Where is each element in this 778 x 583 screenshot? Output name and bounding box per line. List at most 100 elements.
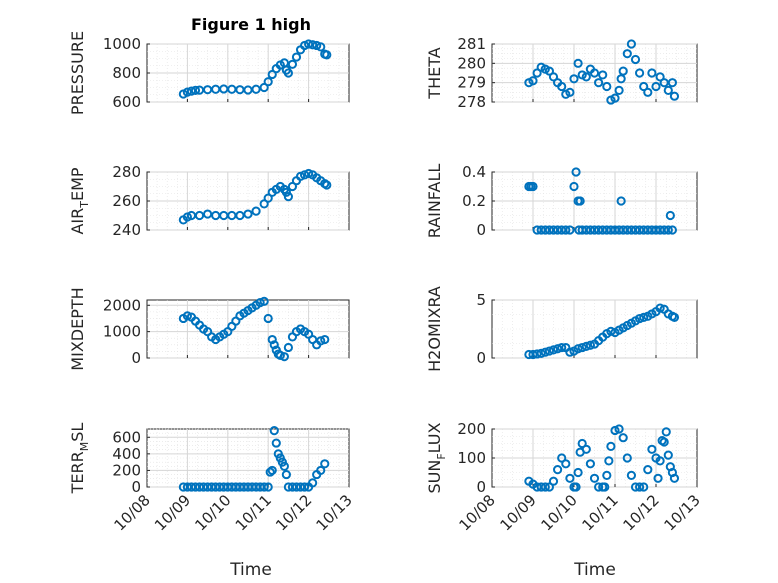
sun_flux-data-point [663, 450, 673, 460]
h2omixra-data-point [655, 303, 665, 313]
air_temp-data-point [263, 193, 273, 203]
theta-data-point [622, 49, 632, 59]
theta-data-point [635, 68, 645, 78]
theta-y-tick-label: 278 [457, 93, 486, 111]
x-axis-label-right: Time [573, 560, 616, 580]
h2omixra-y-axis-label: H2OMIXRA [425, 286, 444, 372]
theta-data-point [594, 78, 604, 88]
sun_flux-data-point [655, 456, 665, 466]
sun_flux-x-tick-label: 10/10 [538, 491, 581, 534]
rainfall-data-point [565, 225, 575, 235]
terr_msl-y-axis-label: TERRMSL [68, 423, 91, 495]
h2omixra-data-point [544, 346, 555, 356]
mixdepth-data-point [275, 350, 285, 360]
theta-data-point [565, 87, 575, 97]
sun_flux-y-tick-label: 100 [457, 449, 486, 467]
h2omixra-data-point [524, 349, 534, 360]
pressure-data-point [308, 40, 318, 50]
theta-data-point [557, 81, 567, 92]
h2omixra-data-point [581, 341, 591, 351]
mixdepth-y-tick-label: 0 [131, 349, 141, 367]
theta-data-point [581, 72, 591, 82]
sun_flux-y-axis-label: SUNFLUX [425, 422, 448, 493]
sun_flux-data-point [647, 444, 657, 454]
panel-mixdepth: 0 1000 2000 MIXDEPTH [68, 287, 350, 371]
mixdepth-data-point [255, 298, 265, 308]
mixdepth-data-point [269, 340, 279, 350]
terr_msl-x-tick-label: 10/12 [272, 491, 315, 534]
rainfall-data-point [667, 225, 678, 235]
sun_flux-data-point [653, 473, 663, 483]
sun_flux-data-point [565, 473, 575, 483]
sun_flux-data-point [581, 444, 591, 454]
rainfall-data-point [616, 196, 626, 206]
air_temp-data-point [287, 181, 298, 192]
theta-data-point [651, 81, 661, 92]
pressure-data-point [182, 87, 192, 97]
sun_flux-data-point [571, 482, 581, 492]
terr_msl-x-tick-label: 10/10 [191, 491, 234, 534]
sun_flux-x-tick-label: 10/08 [456, 491, 499, 534]
mixdepth-data-point [283, 342, 293, 353]
terr_msl-y-tick-label: 0 [131, 478, 141, 496]
air_temp-data-point [243, 209, 253, 219]
theta-data-point [569, 74, 579, 84]
sun_flux-data-point [643, 465, 653, 475]
h2omixra-y-tick-label: 0 [476, 349, 486, 367]
terr_msl-data-point [281, 469, 291, 480]
terr_msl-y-tick-label: 200 [112, 461, 141, 479]
theta-data-point [610, 93, 620, 103]
h2omixra-data-point [536, 348, 546, 358]
h2omixra-data-point [635, 313, 645, 324]
mixdepth-data-point [267, 334, 277, 345]
terr_msl-data-point [259, 482, 269, 492]
rainfall-y-axis-label: RAINFALL [425, 164, 444, 239]
pressure-y-tick-label: 1000 [103, 35, 141, 53]
h2omixra-data-point [553, 344, 563, 354]
sun_flux-data-point [548, 476, 559, 486]
theta-data-point [618, 66, 628, 76]
sun_flux-data-point [610, 425, 620, 436]
sun_flux-x-tick-label: 10/12 [620, 491, 663, 534]
h2omixra-data-point [606, 326, 616, 336]
sun_flux-x-tick-label: 10/13 [661, 491, 704, 534]
sun_flux-data-point [606, 441, 616, 451]
sun_flux-data-point [639, 482, 649, 492]
theta-y-tick-label: 280 [457, 54, 486, 72]
h2omixra-data-point [557, 342, 567, 353]
sun_flux-data-point [540, 482, 550, 492]
rainfall-data-point [575, 196, 585, 206]
theta-data-point [616, 74, 626, 84]
theta-data-point [669, 91, 680, 101]
sun_flux-data-point [561, 459, 571, 469]
sun_flux-data-point [604, 456, 614, 466]
sun_flux-x-tick-label: 10/11 [579, 491, 622, 534]
theta-data-point [667, 78, 678, 88]
theta-data-point [602, 81, 612, 92]
air_temp-data-point [259, 199, 269, 209]
sun_flux-data-point [573, 467, 583, 478]
sun_flux-data-point [661, 427, 671, 437]
pressure-y-axis-label: PRESSURE [68, 31, 87, 115]
sun_flux-data-point [544, 482, 555, 492]
terr_msl-data-point [267, 465, 277, 476]
h2omixra-data-point [532, 349, 542, 359]
x-axis-label-left: Time [229, 560, 272, 580]
terr_msl-data-point [279, 461, 289, 471]
h2omixra-data-point [577, 342, 587, 353]
theta-data-point [626, 39, 637, 49]
theta-y-tick-label: 281 [457, 35, 486, 53]
rainfall-data-point [569, 181, 579, 192]
sun_flux-data-point [618, 433, 628, 443]
terr_msl-data-point [269, 426, 279, 436]
mixdepth-data-point [259, 296, 269, 306]
panel-sun_flux: 0 100 200 SUNFLUX 10/0810/0910/1010/1110/121… [425, 420, 704, 534]
terr_msl-data-point [271, 438, 281, 448]
rainfall-data-point [663, 225, 673, 235]
rainfall-y-tick-label: 0.2 [462, 192, 486, 210]
terr_msl-data-point [308, 478, 318, 488]
pressure-data-point [291, 52, 302, 62]
air_temp-data-point [281, 187, 291, 197]
pressure-data-point [287, 59, 298, 69]
h2omixra-data-point [669, 312, 680, 322]
